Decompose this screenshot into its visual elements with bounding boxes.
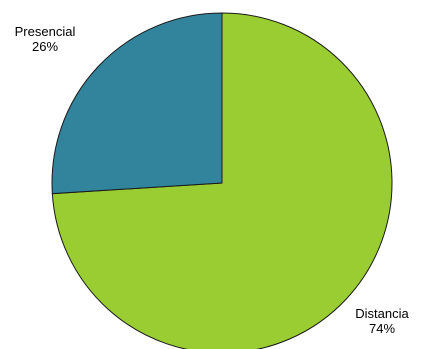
pie-slice-presencial xyxy=(51,12,223,195)
slice-value-presencial: 26% xyxy=(31,39,59,54)
slice-name-distancia: Distancia xyxy=(355,306,409,321)
slice-label-distancia: Distancia 74% xyxy=(344,306,420,336)
slice-name-presencial: Presencial xyxy=(14,24,76,39)
slice-label-presencial: Presencial 26% xyxy=(6,24,84,54)
slice-value-distancia: 74% xyxy=(368,321,396,336)
